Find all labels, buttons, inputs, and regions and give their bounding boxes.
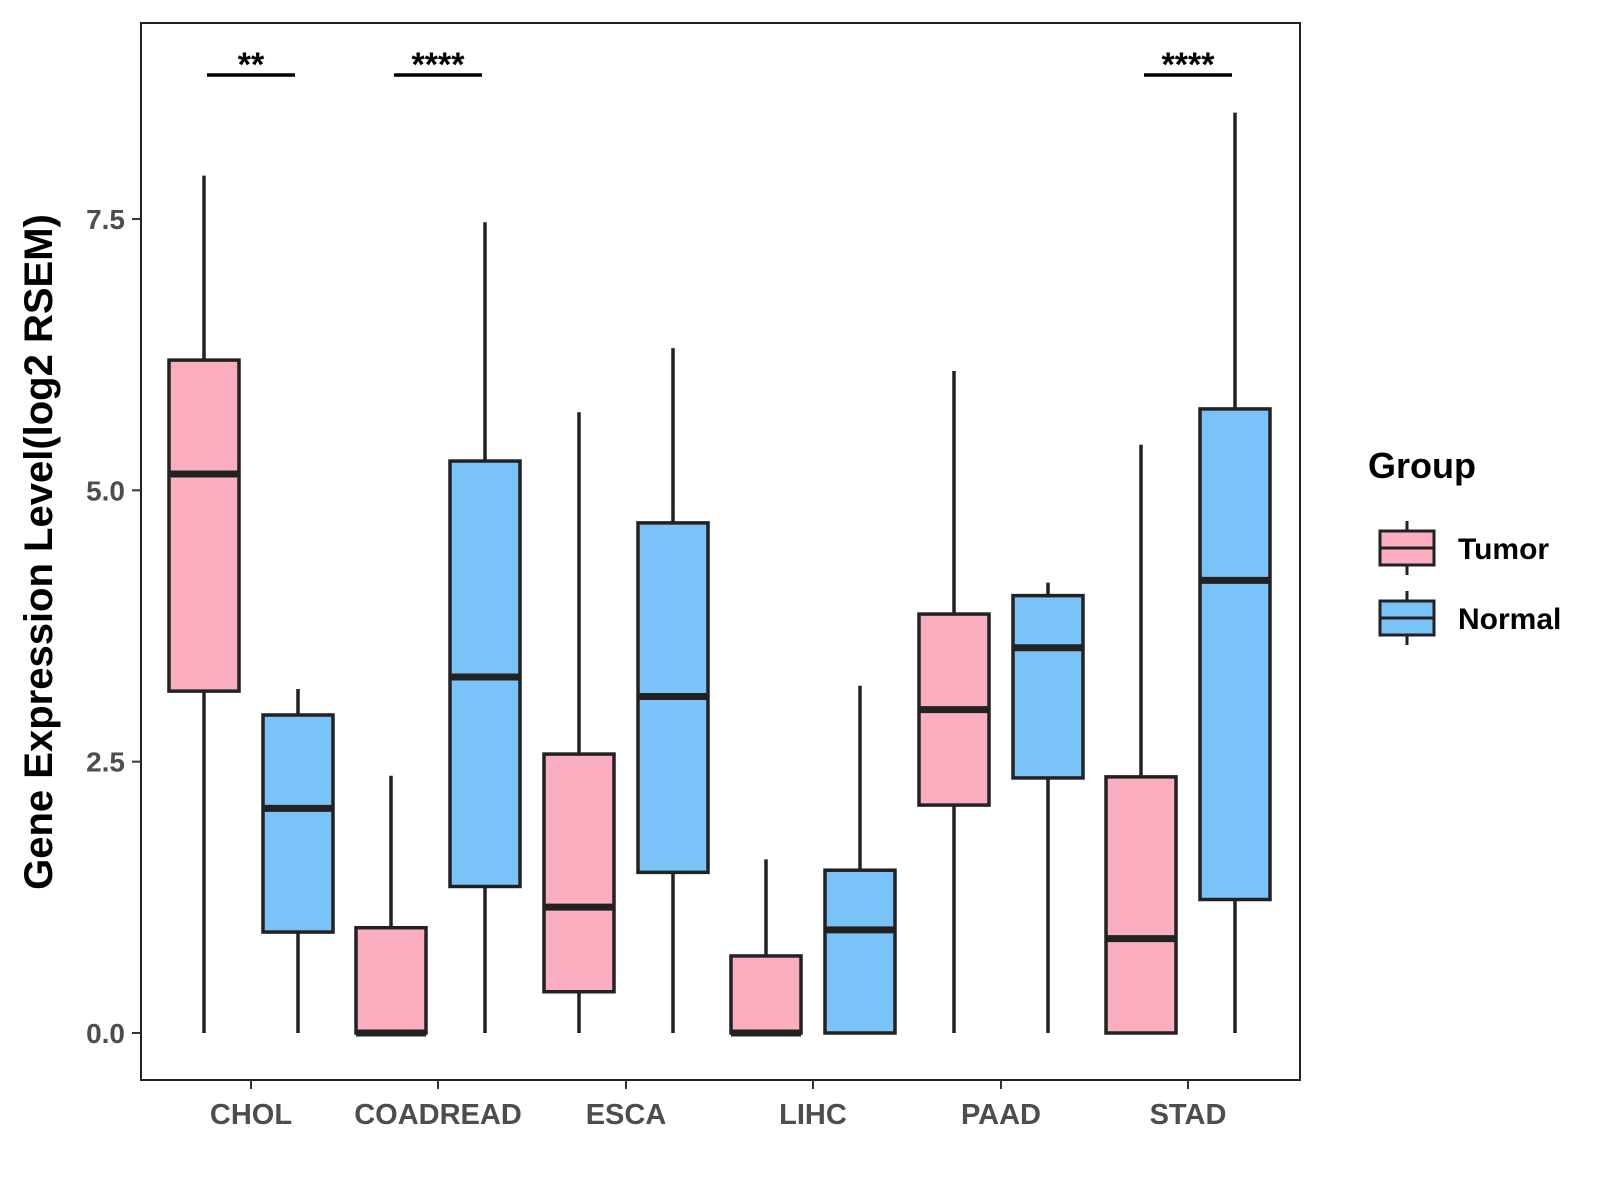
box-tumor-stad xyxy=(1104,444,1178,1035)
y-axis-title: Gene Expression Level(log2 RSEM) xyxy=(17,214,61,890)
legend-entry-normal: Normal xyxy=(1378,591,1561,645)
box-body xyxy=(729,954,803,1035)
box-body xyxy=(261,713,335,934)
significance-label: **** xyxy=(412,46,466,84)
legend-label: Normal xyxy=(1458,603,1561,636)
significance-label: **** xyxy=(1162,46,1216,84)
legend-entry-tumor: Tumor xyxy=(1378,521,1549,575)
box-tumor-esca xyxy=(542,412,616,1033)
box-body xyxy=(823,868,897,1035)
box-body xyxy=(542,752,616,994)
x-tick-label: LIHC xyxy=(779,1099,847,1131)
box-tumor-chol xyxy=(167,175,241,1033)
box-tumor-paad xyxy=(917,370,991,1033)
box-normal-lihc xyxy=(823,685,897,1035)
box-body xyxy=(1011,593,1085,780)
box-body xyxy=(167,358,241,693)
box-body xyxy=(354,925,428,1035)
significance-label: ** xyxy=(238,46,265,84)
box-normal-chol xyxy=(261,688,335,1033)
legend-title: Group xyxy=(1368,445,1476,486)
y-tick-label: 0.0 xyxy=(86,1018,125,1049)
box-normal-stad xyxy=(1198,112,1272,1033)
x-tick-label: STAD xyxy=(1150,1099,1227,1131)
x-tick-label: ESCA xyxy=(586,1099,667,1131)
x-tick-label: CHOL xyxy=(210,1099,292,1131)
panel-border xyxy=(140,22,1301,1081)
y-tick-label: 2.5 xyxy=(86,747,125,778)
plot-area: 0.0 2.5 5.0 7.5 CHOL COADREAD ESCA LIHC PAAD STAD… xyxy=(86,22,1301,1131)
x-tick-label: COADREAD xyxy=(354,1099,522,1131)
legend: Group Tumor Normal xyxy=(1368,445,1561,645)
box-body xyxy=(1104,775,1178,1035)
legend-label: Tumor xyxy=(1458,533,1549,566)
box-normal-paad xyxy=(1011,582,1085,1033)
box-tumor-lihc xyxy=(729,859,803,1037)
box-tumor-coadread xyxy=(354,775,428,1037)
box-normal-coadread xyxy=(448,222,522,1033)
box-normal-esca xyxy=(636,348,710,1033)
y-tick-label: 7.5 xyxy=(86,204,125,235)
x-tick-label: PAAD xyxy=(961,1099,1041,1131)
box-body xyxy=(1198,407,1272,902)
y-tick-label: 5.0 xyxy=(86,475,125,506)
